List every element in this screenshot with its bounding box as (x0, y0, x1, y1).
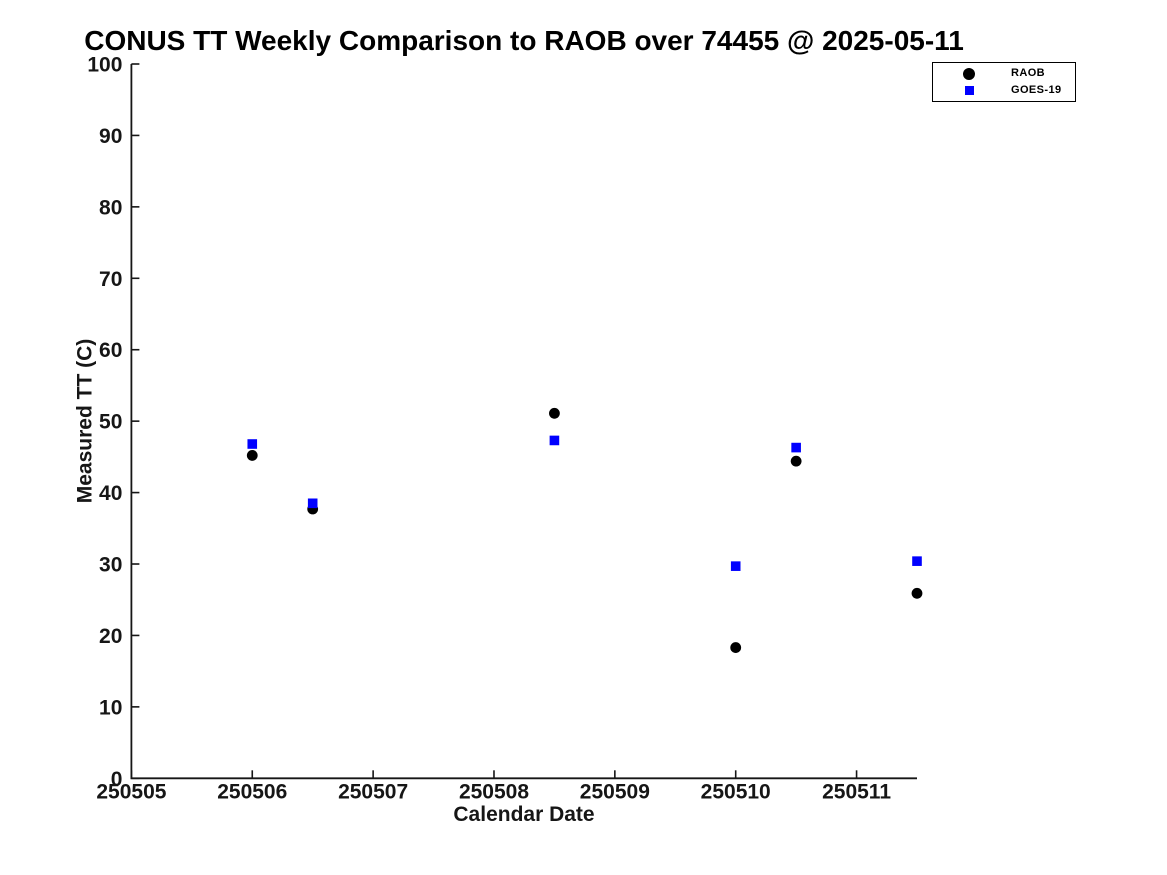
legend-marker-square-icon (964, 86, 974, 95)
y-tick-label: 80 (99, 196, 122, 219)
data-point-raob (730, 642, 742, 653)
data-point-goes-19 (247, 439, 258, 449)
x-tick-label: 250505 (96, 781, 166, 804)
y-axis-label: Measured TT (C) (73, 338, 97, 504)
y-tick-label: 50 (99, 411, 122, 434)
y-tick-label: 60 (99, 339, 122, 362)
data-point-goes-19 (307, 498, 318, 509)
x-tick-label: 250506 (217, 781, 287, 804)
y-tick-label: 30 (99, 554, 122, 577)
legend-label: RAOB (1011, 67, 1045, 79)
y-tick-label: 0 (111, 768, 123, 791)
x-axis-label: Calendar Date (453, 803, 595, 826)
legend: RAOB GOES-19 (932, 62, 1076, 102)
y-tick-label: 20 (99, 625, 122, 648)
y-tick-label: 100 (87, 54, 122, 77)
legend-entry: GOES-19 (933, 82, 1075, 99)
legend-marker-col (933, 67, 1005, 80)
y-tick-label: 90 (99, 125, 122, 148)
data-point-raob (549, 407, 560, 419)
y-tick-label: 10 (99, 696, 122, 719)
x-tick-label: 250511 (822, 781, 891, 804)
data-point-goes-19 (730, 561, 741, 571)
legend-label: GOES-19 (1011, 84, 1062, 96)
legend-marker-circle-icon (963, 67, 975, 80)
data-point-raob (246, 450, 258, 461)
x-tick-label: 250508 (459, 781, 529, 804)
data-point-raob (790, 455, 802, 467)
x-tick-label: 250507 (338, 781, 408, 804)
y-tick-label: 70 (99, 268, 122, 291)
x-tick-label: 250510 (701, 781, 771, 804)
data-point-goes-19 (912, 556, 922, 566)
data-point-raob (911, 587, 923, 599)
legend-entry: RAOB (933, 65, 1075, 82)
x-tick-label: 250509 (580, 781, 650, 804)
data-point-goes-19 (791, 442, 801, 453)
y-tick-label: 40 (99, 482, 122, 505)
data-point-goes-19 (549, 435, 560, 446)
chart-title: CONUS TT Weekly Comparison to RAOB over … (84, 25, 964, 56)
axes-spines (130, 64, 917, 780)
legend-marker-col (933, 86, 1005, 95)
